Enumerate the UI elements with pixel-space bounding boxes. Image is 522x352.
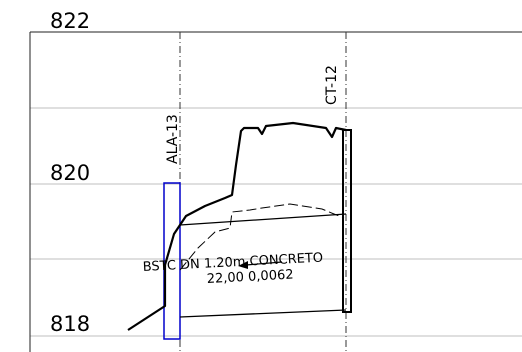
station-label-right: CT-12: [324, 65, 340, 105]
station-label-left: ALA-13: [165, 114, 181, 164]
structure-outline: [163, 182, 181, 340]
flow-arrow-head: [238, 261, 248, 269]
elevation-label-820: 820: [50, 161, 90, 185]
flow-arrow-shaft: [245, 261, 283, 266]
existing-ground-line: [179, 203, 345, 271]
pipe-bottom-line: [179, 309, 347, 318]
manhole-wall: [342, 129, 352, 313]
terrain-profile: [127, 121, 347, 331]
pipe-top-line: [179, 213, 347, 226]
elevation-label-818: 818: [50, 312, 90, 336]
elevation-label-822: 822: [50, 9, 90, 33]
pipe-length-slope: 22,00 0,0062: [206, 267, 294, 287]
